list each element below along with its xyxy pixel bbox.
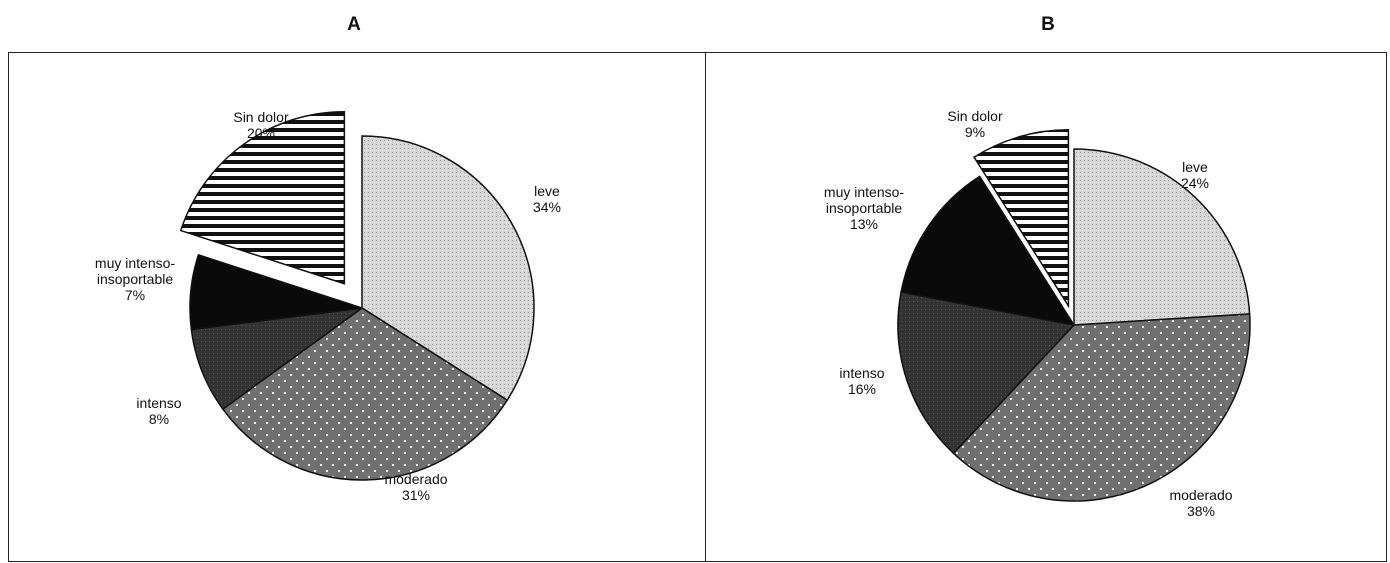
pie-a-slice-0 — [179, 110, 346, 285]
pie-a-slice-4 — [189, 253, 363, 331]
pie-b-label-0: Sin dolor 9% — [947, 108, 1003, 140]
pie-a-label-0: Sin dolor 20% — [233, 109, 289, 141]
pie-a-label-1: leve 34% — [533, 183, 561, 215]
pie-b-label-4: muy intenso-insoportable 13% — [824, 184, 904, 232]
pie-b-slice-1 — [1073, 148, 1251, 326]
pie-b-label-3: intenso 16% — [839, 365, 884, 397]
chart-b-title: B — [1041, 14, 1055, 35]
chart-b-frame — [705, 52, 1387, 562]
pie-a: Sin dolor 20% leve 34% moderado 31% intenso 8% m… — [95, 109, 561, 503]
pie-b-label-1: leve 24% — [1181, 159, 1209, 191]
pie-a-slice-1 — [361, 135, 535, 402]
pie-a-label-4: muy intenso-insoportable 7% — [95, 255, 175, 303]
pie-a-label-3: intenso 8% — [136, 395, 181, 427]
pie-b-slice-3 — [897, 291, 1076, 455]
pie-b-label-2: moderado 38% — [1169, 487, 1232, 519]
pie-b-slice-0 — [973, 129, 1070, 309]
pie-b-slice-4 — [900, 175, 1076, 327]
pie-a-slice-2 — [221, 307, 509, 481]
pie-b: Sin dolor 9% leve 24% moderado 38% intenso 16% m… — [824, 108, 1251, 519]
pie-a-label-2: moderado 31% — [384, 471, 447, 503]
pie-b-slice-2 — [952, 313, 1251, 502]
chart-a-title: A — [347, 14, 361, 35]
